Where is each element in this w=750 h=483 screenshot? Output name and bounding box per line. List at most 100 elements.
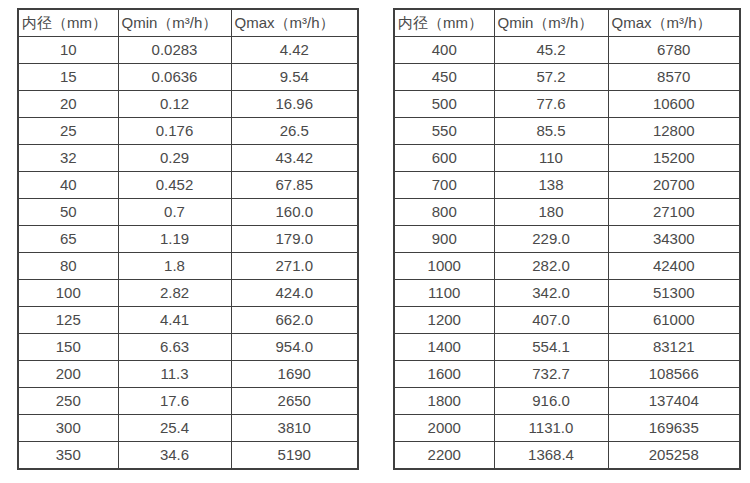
qmin-cell: 1.19 <box>118 226 231 253</box>
diameter-cell: 550 <box>394 118 494 145</box>
qmin-cell: 17.6 <box>118 388 231 415</box>
qmax-cell: 12800 <box>608 118 740 145</box>
diameter-cell: 250 <box>18 388 118 415</box>
qmax-cell: 205258 <box>608 442 740 470</box>
table-row: 900229.034300 <box>394 226 740 253</box>
table-row: 1200407.061000 <box>394 307 740 334</box>
table-row: 500.7160.0 <box>18 199 358 226</box>
diameter-cell: 1200 <box>394 307 494 334</box>
diameter-cell: 450 <box>394 64 494 91</box>
qmax-cell: 9.54 <box>231 64 358 91</box>
qmin-cell: 4.41 <box>118 307 231 334</box>
qmin-cell: 0.7 <box>118 199 231 226</box>
table-row: 400.45267.85 <box>18 172 358 199</box>
table-row: 200.1216.96 <box>18 91 358 118</box>
qmax-cell: 179.0 <box>231 226 358 253</box>
diameter-cell: 300 <box>18 415 118 442</box>
qmax-cell: 108566 <box>608 361 740 388</box>
diameter-cell: 10 <box>18 37 118 64</box>
table-row: 35034.65190 <box>18 442 358 470</box>
table-row: 22001368.4205258 <box>394 442 740 470</box>
diameter-cell: 25 <box>18 118 118 145</box>
qmin-cell: 34.6 <box>118 442 231 470</box>
qmin-cell: 11.3 <box>118 361 231 388</box>
table-row: 801.8271.0 <box>18 253 358 280</box>
table-row: 80018027100 <box>394 199 740 226</box>
qmin-cell: 45.2 <box>494 37 608 64</box>
qmin-cell: 732.7 <box>494 361 608 388</box>
qmax-cell: 34300 <box>608 226 740 253</box>
table-row: 30025.43810 <box>18 415 358 442</box>
qmax-cell: 2650 <box>231 388 358 415</box>
table-row: 320.2943.42 <box>18 145 358 172</box>
diameter-cell: 65 <box>18 226 118 253</box>
table-row: 651.19179.0 <box>18 226 358 253</box>
qmin-cell: 0.452 <box>118 172 231 199</box>
page: 内径（mm）Qmin（m³/h）Qmax（m³/h）100.02834.4215… <box>0 0 750 483</box>
header-row: 内径（mm）Qmin（m³/h）Qmax（m³/h） <box>394 9 740 37</box>
qmax-cell: 10600 <box>608 91 740 118</box>
diameter-cell: 125 <box>18 307 118 334</box>
diameter-cell: 800 <box>394 199 494 226</box>
table-row: 70013820700 <box>394 172 740 199</box>
table-row: 100.02834.42 <box>18 37 358 64</box>
diameter-cell: 1600 <box>394 361 494 388</box>
diameter-cell: 400 <box>394 37 494 64</box>
diameter-cell: 700 <box>394 172 494 199</box>
table-row: 250.17626.5 <box>18 118 358 145</box>
qmin-cell: 0.12 <box>118 91 231 118</box>
qmax-cell: 27100 <box>608 199 740 226</box>
qmin-cell: 0.176 <box>118 118 231 145</box>
qmax-cell: 662.0 <box>231 307 358 334</box>
qmax-cell: 5190 <box>231 442 358 470</box>
header-qmax: Qmax（m³/h） <box>608 9 740 37</box>
qmax-cell: 1690 <box>231 361 358 388</box>
diameter-cell: 1400 <box>394 334 494 361</box>
qmin-cell: 1131.0 <box>494 415 608 442</box>
qmin-cell: 0.0636 <box>118 64 231 91</box>
diameter-cell: 600 <box>394 145 494 172</box>
qmax-cell: 42400 <box>608 253 740 280</box>
header-qmin: Qmin（m³/h） <box>494 9 608 37</box>
header-qmin: Qmin（m³/h） <box>118 9 231 37</box>
qmax-cell: 26.5 <box>231 118 358 145</box>
table-row: 150.06369.54 <box>18 64 358 91</box>
qmin-cell: 0.0283 <box>118 37 231 64</box>
qmin-cell: 554.1 <box>494 334 608 361</box>
header-qmax: Qmax（m³/h） <box>231 9 358 37</box>
qmax-cell: 169635 <box>608 415 740 442</box>
diameter-cell: 1000 <box>394 253 494 280</box>
qmax-cell: 67.85 <box>231 172 358 199</box>
qmax-cell: 61000 <box>608 307 740 334</box>
qmax-cell: 16.96 <box>231 91 358 118</box>
qmax-cell: 160.0 <box>231 199 358 226</box>
table-row: 40045.26780 <box>394 37 740 64</box>
table-row: 1002.82424.0 <box>18 280 358 307</box>
qmax-cell: 137404 <box>608 388 740 415</box>
diameter-cell: 50 <box>18 199 118 226</box>
qmin-cell: 1368.4 <box>494 442 608 470</box>
table-row: 25017.62650 <box>18 388 358 415</box>
header-row: 内径（mm）Qmin（m³/h）Qmax（m³/h） <box>18 9 358 37</box>
qmin-cell: 282.0 <box>494 253 608 280</box>
qmin-cell: 0.29 <box>118 145 231 172</box>
qmax-cell: 271.0 <box>231 253 358 280</box>
diameter-cell: 500 <box>394 91 494 118</box>
table-row: 45057.28570 <box>394 64 740 91</box>
qmax-cell: 83121 <box>608 334 740 361</box>
table-row: 1600732.7108566 <box>394 361 740 388</box>
qmax-cell: 954.0 <box>231 334 358 361</box>
diameter-cell: 900 <box>394 226 494 253</box>
table-row: 60011015200 <box>394 145 740 172</box>
table-row: 1100342.051300 <box>394 280 740 307</box>
qmax-cell: 43.42 <box>231 145 358 172</box>
qmin-cell: 342.0 <box>494 280 608 307</box>
table-row: 1254.41662.0 <box>18 307 358 334</box>
qmax-cell: 15200 <box>608 145 740 172</box>
qmin-cell: 25.4 <box>118 415 231 442</box>
qmax-cell: 20700 <box>608 172 740 199</box>
table-row: 1000282.042400 <box>394 253 740 280</box>
table-row: 50077.610600 <box>394 91 740 118</box>
qmax-cell: 6780 <box>608 37 740 64</box>
diameter-cell: 80 <box>18 253 118 280</box>
